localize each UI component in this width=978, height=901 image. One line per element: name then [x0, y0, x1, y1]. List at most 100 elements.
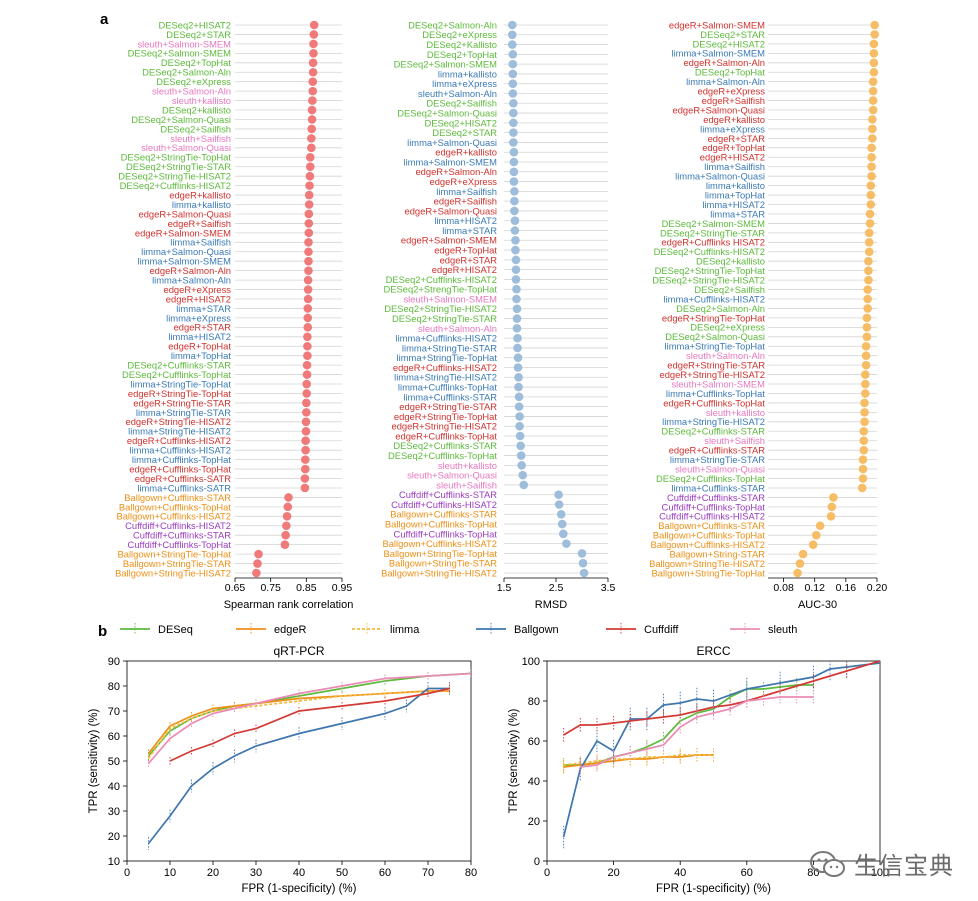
row-label: edgeR+eXpress	[430, 176, 498, 187]
data-point	[860, 408, 869, 417]
data-point	[511, 235, 520, 245]
data-point	[867, 152, 876, 162]
data-point	[815, 521, 825, 531]
row-label: DESeq2+StringTie-STAR	[392, 313, 497, 324]
row-label: limma+Salmon-Quasi	[675, 171, 765, 182]
data-point	[859, 426, 869, 436]
row-label: edgeR+STAR	[174, 322, 232, 333]
data-point	[305, 171, 315, 181]
data-point	[866, 190, 876, 200]
data-point	[302, 389, 311, 398]
data-point	[308, 58, 318, 68]
row-label: edgeR+Salmon-SMEM	[669, 19, 765, 30]
row-label: sleuth+Salmon-Aln	[418, 323, 497, 334]
x-axis-label: RMSD	[535, 599, 567, 611]
roc-panels: 0 10 20 30 40 50 60 70 80 10 20 30 40 50 60 70 80 90 qRT-P…	[88, 644, 889, 895]
series-line-ballgown	[562, 662, 880, 838]
data-point	[826, 512, 836, 521]
data-point	[512, 324, 522, 333]
series-group	[147, 669, 471, 850]
data-point	[301, 445, 310, 455]
row-label: DESeq2+Sailfish	[160, 123, 231, 134]
row-label: Cuffdiff+Cufflinks-HISAT2	[391, 499, 497, 510]
row-label: DESeq2+kallisto	[696, 256, 765, 267]
row-label: edgeR+Sailfish	[168, 218, 231, 229]
legend-label: Cuffdiff	[644, 624, 679, 636]
data-point	[304, 190, 314, 200]
row-label: edgeR+kallisto	[703, 114, 765, 125]
data-point	[513, 363, 523, 372]
y-tick-label: 60	[108, 731, 120, 743]
x-tick-label: 70	[422, 867, 434, 879]
row-label: limma+StringTie-TopHat	[397, 352, 498, 363]
data-point	[863, 285, 872, 294]
data-point	[303, 332, 312, 342]
watermark-text: 生信宝典	[854, 852, 954, 880]
data-point	[510, 196, 519, 206]
x-tick-label: 0.85	[296, 582, 317, 594]
row-label: limma+kallisto	[438, 68, 497, 79]
data-point	[303, 341, 312, 351]
data-point	[864, 275, 873, 285]
series-group	[562, 661, 880, 849]
data-point	[301, 426, 311, 436]
data-point	[511, 265, 521, 274]
data-point	[303, 285, 313, 294]
data-point	[518, 470, 528, 480]
x-tick-label: 20	[207, 867, 219, 879]
data-point	[309, 39, 318, 49]
row-label: DESeq2+HISAT2	[158, 19, 231, 30]
row-label: limma+Sailfish	[704, 161, 765, 172]
row-label: edgeR+Salmon-Aln	[683, 57, 765, 68]
row-label: DESeq2+Cufflinks-TopHat	[656, 473, 765, 484]
data-point	[861, 370, 870, 379]
row-label: sleuth+kallisto	[172, 95, 231, 106]
row-label: Ballgown+StringTie-STAR	[389, 558, 497, 569]
row-label: DESeq2+STAR	[700, 29, 765, 40]
row-label: limma+TopHat	[705, 189, 766, 200]
x-tick-label: 0.16	[836, 582, 857, 594]
data-point	[514, 402, 524, 411]
data-point	[304, 200, 314, 209]
row-label: edgeR+HISAT2	[700, 152, 765, 163]
data-point	[308, 86, 318, 96]
row-label: edgeR+kallisto	[435, 147, 497, 158]
x-tick-label: 0.65	[225, 582, 246, 594]
row-label: limma+HISAT2	[434, 215, 497, 226]
row-label: edgeR+Salmon-Quasi	[138, 208, 231, 219]
row-label: Ballgown+Cufflinks-TopHat	[119, 501, 232, 512]
data-point	[829, 493, 838, 502]
data-point	[861, 341, 871, 351]
x-tick-label: 0	[544, 867, 550, 879]
data-point	[811, 530, 821, 540]
row-label: edgeR+TopHat	[434, 244, 497, 255]
row-label: limma+Cufflinks-STAR	[403, 391, 497, 402]
y-tick-label: 30	[108, 806, 120, 818]
row-label: limma+STAR	[442, 225, 497, 236]
data-point	[869, 39, 879, 49]
data-point	[867, 171, 876, 181]
dot-panels: DESeq2+HISAT2DESeq2+STARsleuth+Salmon-SM…	[115, 19, 887, 611]
row-label: sleuth+Sailfish	[170, 133, 231, 144]
x-tick-label: 0	[124, 867, 130, 879]
row-label: limma+Cufflinks-HISAT2	[396, 333, 498, 344]
y-tick-label: 90	[108, 656, 120, 668]
data-point	[864, 247, 874, 257]
x-axis-label: Spearman rank correlation	[224, 599, 354, 611]
data-point	[562, 539, 571, 548]
row-label: Cuffdiff+Cufflinks-TopHat	[662, 501, 766, 512]
dot-plot-1: DESeq2+HISAT2DESeq2+STARsleuth+Salmon-SM…	[115, 19, 353, 611]
row-label: edgeR+Cufflinks-HISAT2	[393, 362, 497, 373]
legend-label: limma	[390, 624, 420, 636]
row-label: limma+StringTie-TopHat	[131, 378, 232, 389]
data-point	[519, 480, 529, 490]
y-tick-label: 40	[528, 776, 540, 788]
y-tick-label: 70	[108, 706, 120, 718]
panel-b-label: b	[98, 623, 107, 640]
row-label: DESeq2+StringTie-TopHat	[121, 152, 232, 163]
row-label: edgeR+Sailfish	[702, 95, 765, 106]
row-label: edgeR+StringTie-TopHat	[128, 388, 231, 399]
row-label: Cuffdiff+Cufflinks-STAR	[399, 489, 497, 500]
data-point	[304, 247, 313, 257]
data-point	[508, 69, 518, 79]
